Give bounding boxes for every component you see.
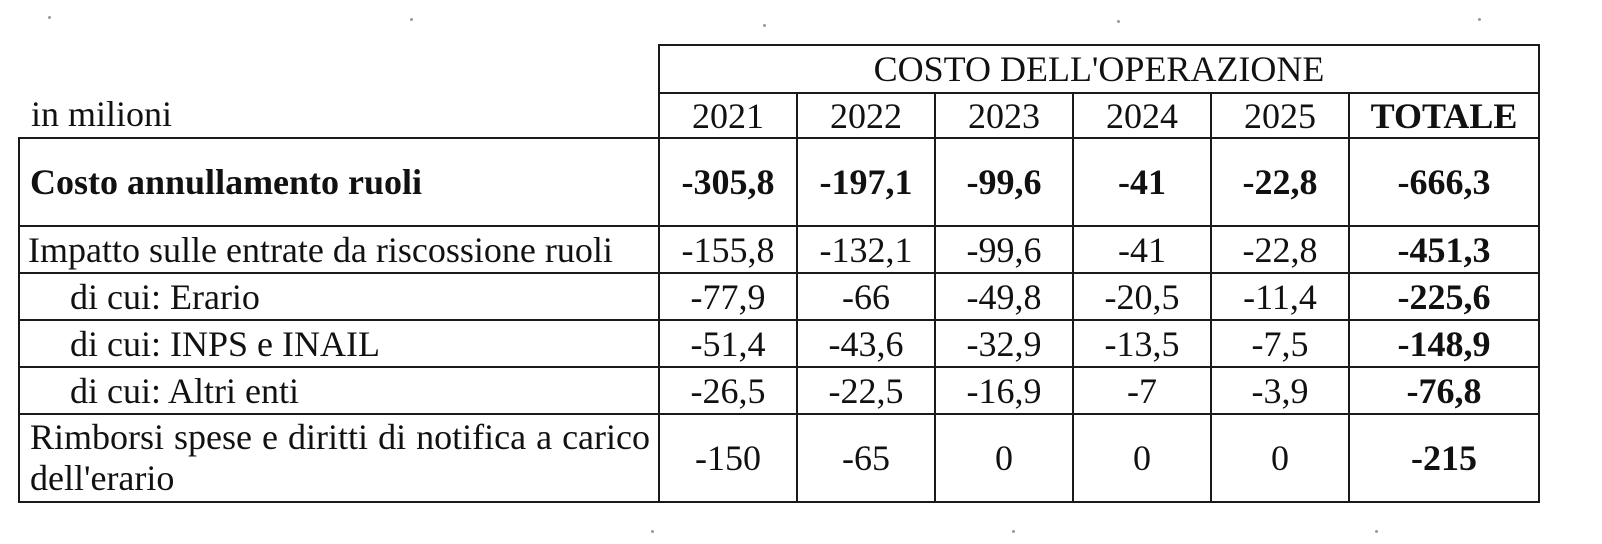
table-row: di cui: INPS e INAIL -51,4 -43,6 -32,9 -… xyxy=(18,319,1540,368)
column-header-2021: 2021 xyxy=(658,92,798,139)
cost-table: COSTO DELL'OPERAZIONE in milioni 2021 20… xyxy=(18,44,1540,503)
row-label: Rimborsi spese e diritti di notifica a c… xyxy=(18,413,660,503)
cell-total: -215 xyxy=(1348,413,1540,503)
cell-value: -155,8 xyxy=(658,225,798,274)
row-label: di cui: INPS e INAIL xyxy=(18,319,660,368)
cell-value: 0 xyxy=(934,413,1074,503)
cell-total: -225,6 xyxy=(1348,272,1540,321)
cell-value: -7,5 xyxy=(1210,319,1350,368)
cell-value: -3,9 xyxy=(1210,366,1350,415)
cell-value: -11,4 xyxy=(1210,272,1350,321)
cell-value: -41 xyxy=(1072,137,1212,227)
row-label: di cui: Erario xyxy=(18,272,660,321)
cell-value: -22,8 xyxy=(1210,225,1350,274)
cell-value: -65 xyxy=(796,413,936,503)
cell-value: -7 xyxy=(1072,366,1212,415)
cell-total: -148,9 xyxy=(1348,319,1540,368)
cell-value: -43,6 xyxy=(796,319,936,368)
cell-value: -197,1 xyxy=(796,137,936,227)
table-row: Impatto sulle entrate da riscossione ruo… xyxy=(18,225,1540,274)
table-row: di cui: Altri enti -26,5 -22,5 -16,9 -7 … xyxy=(18,366,1540,415)
row-label: Impatto sulle entrate da riscossione ruo… xyxy=(18,225,660,274)
cell-value: -51,4 xyxy=(658,319,798,368)
cell-value: -20,5 xyxy=(1072,272,1212,321)
cell-total: -666,3 xyxy=(1348,137,1540,227)
table-row: Costo annullamento ruoli -305,8 -197,1 -… xyxy=(18,137,1540,227)
corner-cell xyxy=(19,45,659,93)
cell-value: -13,5 xyxy=(1072,319,1212,368)
column-header-2023: 2023 xyxy=(934,92,1074,139)
cell-value: -22,5 xyxy=(796,366,936,415)
header-row-group: COSTO DELL'OPERAZIONE xyxy=(19,44,1540,94)
table-row: di cui: Erario -77,9 -66 -49,8 -20,5 -11… xyxy=(18,272,1540,321)
cell-value: -26,5 xyxy=(658,366,798,415)
column-header-2025: 2025 xyxy=(1210,92,1350,139)
cell-value: -49,8 xyxy=(934,272,1074,321)
cell-value: -132,1 xyxy=(796,225,936,274)
cell-value: -77,9 xyxy=(658,272,798,321)
cell-value: -150 xyxy=(658,413,798,503)
unit-label: in milioni xyxy=(19,93,660,139)
cell-total: -76,8 xyxy=(1348,366,1540,415)
column-header-totale: TOTALE xyxy=(1348,92,1540,139)
column-header-2022: 2022 xyxy=(796,92,936,139)
column-header-2024: 2024 xyxy=(1072,92,1212,139)
row-label: Costo annullamento ruoli xyxy=(18,137,660,227)
table-row: Rimborsi spese e diritti di notifica a c… xyxy=(18,413,1540,503)
cell-value: -99,6 xyxy=(934,137,1074,227)
cell-value: -41 xyxy=(1072,225,1212,274)
group-header: COSTO DELL'OPERAZIONE xyxy=(658,44,1540,94)
cell-value: 0 xyxy=(1072,413,1212,503)
header-row-years: in milioni 2021 2022 2023 2024 2025 TOTA… xyxy=(19,92,1540,139)
cell-value: -16,9 xyxy=(934,366,1074,415)
cell-value: -22,8 xyxy=(1210,137,1350,227)
cell-value: -99,6 xyxy=(934,225,1074,274)
cell-value: 0 xyxy=(1210,413,1350,503)
cell-value: -66 xyxy=(796,272,936,321)
cell-value: -32,9 xyxy=(934,319,1074,368)
cell-total: -451,3 xyxy=(1348,225,1540,274)
row-label: di cui: Altri enti xyxy=(18,366,660,415)
cell-value: -305,8 xyxy=(658,137,798,227)
